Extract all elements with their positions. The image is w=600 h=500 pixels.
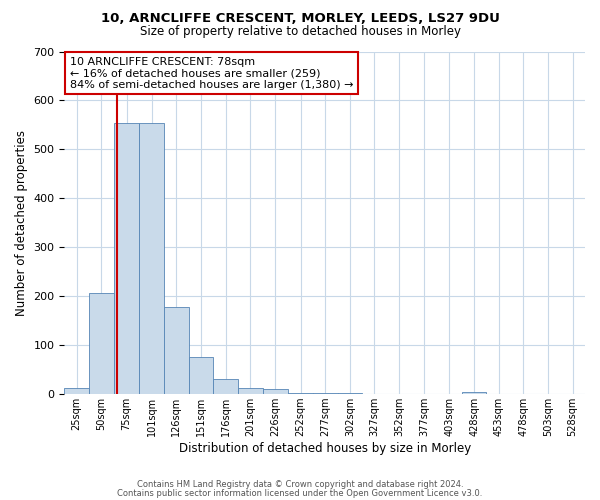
Text: Size of property relative to detached houses in Morley: Size of property relative to detached ho… — [139, 25, 461, 38]
Bar — [263, 390, 288, 394]
Text: 10, ARNCLIFFE CRESCENT, MORLEY, LEEDS, LS27 9DU: 10, ARNCLIFFE CRESCENT, MORLEY, LEEDS, L… — [101, 12, 499, 26]
Bar — [288, 392, 313, 394]
Bar — [64, 388, 89, 394]
Bar — [462, 392, 487, 394]
Text: Contains public sector information licensed under the Open Government Licence v3: Contains public sector information licen… — [118, 488, 482, 498]
Bar — [313, 392, 338, 394]
Y-axis label: Number of detached properties: Number of detached properties — [15, 130, 28, 316]
Bar — [164, 307, 188, 394]
Text: 10 ARNCLIFFE CRESCENT: 78sqm
← 16% of detached houses are smaller (259)
84% of s: 10 ARNCLIFFE CRESCENT: 78sqm ← 16% of de… — [70, 56, 353, 90]
Bar — [114, 124, 139, 394]
X-axis label: Distribution of detached houses by size in Morley: Distribution of detached houses by size … — [179, 442, 471, 455]
Text: Contains HM Land Registry data © Crown copyright and database right 2024.: Contains HM Land Registry data © Crown c… — [137, 480, 463, 489]
Bar — [139, 124, 164, 394]
Bar — [238, 388, 263, 394]
Bar — [188, 358, 213, 394]
Bar — [338, 393, 362, 394]
Bar — [213, 380, 238, 394]
Bar — [89, 293, 114, 394]
